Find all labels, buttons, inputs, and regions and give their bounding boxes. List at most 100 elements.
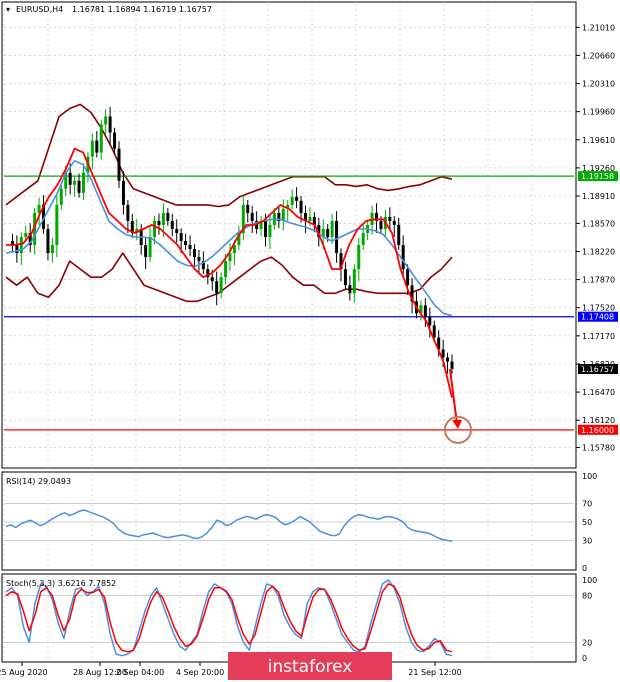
candle-body (312, 216, 316, 225)
candle-body (201, 261, 205, 270)
candle-body (10, 241, 14, 246)
candle-body (352, 269, 356, 294)
ohlc-label: 1.16781 1.16894 1.16719 1.16757 (72, 5, 212, 14)
candle-body (161, 212, 165, 225)
candle-body (361, 232, 365, 246)
rsi-tick-label: 50 (582, 518, 592, 527)
price-level-label: 1.16757 (581, 365, 614, 374)
price-tick-label: 1.16120 (582, 416, 615, 425)
rsi-panel-frame (1, 471, 577, 571)
candle-body (135, 228, 139, 233)
candle-body (210, 277, 214, 282)
candle-body (113, 132, 117, 149)
candle-body (148, 237, 152, 258)
candle-body (450, 361, 454, 369)
candle-body (343, 269, 347, 286)
candle-body (237, 232, 241, 246)
candle-body (401, 245, 405, 270)
candle-body (335, 220, 339, 254)
rsi-line (5, 509, 453, 543)
candle-body (246, 204, 250, 213)
candle-body (77, 180, 81, 193)
price-tick-label: 1.15780 (582, 444, 615, 453)
candle-body (179, 232, 183, 242)
stoch-tick-label: 0 (582, 654, 587, 663)
candle-body (290, 196, 294, 205)
candle-body (73, 180, 77, 185)
time-tick-label: 2 Sep 04:00 (116, 668, 164, 677)
candle-body (50, 245, 54, 254)
candle-body (15, 245, 19, 254)
candle-body (286, 204, 290, 209)
price-panel-frame (1, 1, 577, 469)
candle-body (432, 325, 436, 338)
stoch-tick-label: 100 (582, 576, 597, 585)
watermark-banner (228, 652, 392, 680)
candle-body (437, 337, 441, 350)
moving-averages (5, 147, 453, 398)
candle-body (259, 220, 263, 229)
candle-body (419, 305, 423, 314)
candle-body (215, 281, 219, 294)
candle-body (228, 253, 232, 262)
candle-body (241, 204, 245, 233)
band-lower-line (5, 252, 453, 303)
stoch-signal-line (5, 583, 453, 653)
candle-body (153, 220, 157, 238)
candle-body (388, 216, 392, 221)
target-circle (444, 415, 472, 444)
price-level-label: 1.16000 (581, 426, 614, 435)
candle-body (188, 245, 192, 250)
candle-body (24, 232, 28, 238)
candle-body (268, 224, 272, 238)
projection-arrowhead (452, 419, 462, 429)
candle-body (379, 220, 383, 229)
bollinger-bands (5, 103, 453, 303)
candle-body (392, 220, 396, 225)
candle-body (303, 212, 307, 221)
candle-body (108, 116, 112, 133)
candle-body (224, 261, 228, 278)
stoch-label: Stoch(5,3,3) 3.6216 7.7852 (6, 579, 116, 588)
candle-body (232, 245, 236, 254)
time-axis: 25 Aug 2020 28 Aug 12:002 Sep 04:00 4 Sep … (0, 662, 462, 677)
candle-body (95, 140, 99, 153)
candle-body (339, 253, 343, 270)
candle-body (99, 124, 103, 153)
candle-body (441, 349, 445, 358)
candle-body (166, 212, 170, 221)
symbol-label: EURUSD,H4 (16, 5, 63, 14)
candle-body (33, 212, 37, 246)
projection-arrow (444, 368, 472, 444)
price-tick-label: 1.20310 (582, 80, 615, 89)
candle-body (68, 172, 72, 185)
rsi-tick-label: 100 (582, 472, 597, 481)
price-tick-label: 1.19960 (582, 108, 615, 117)
stoch-main-line (5, 579, 453, 657)
price-tick-label: 1.19260 (582, 164, 615, 173)
candle-body (28, 232, 32, 246)
candle-body (428, 317, 432, 326)
price-tick-label: 1.20660 (582, 51, 615, 60)
candle-body (281, 208, 285, 221)
candle-body (121, 180, 125, 205)
price-levels: 1.19158 1.17408 1.16757 1.16000 (4, 171, 618, 435)
candle-body (375, 212, 379, 221)
candle-body (157, 220, 161, 225)
candle-body (117, 148, 121, 181)
dropdown-icon[interactable]: ▾ (6, 5, 10, 14)
rsi-indicator: 100 70 50 30 0 (4, 472, 597, 573)
watermark-text: instaforex (268, 657, 353, 677)
candle-body (126, 204, 130, 221)
stoch-tick-label: 80 (582, 592, 592, 601)
candle-body (348, 285, 352, 294)
price-level-tag (578, 424, 618, 435)
price-tick-label: 1.16470 (582, 388, 615, 397)
candle-body (192, 249, 196, 258)
candle-body (46, 228, 50, 254)
price-level-tag (578, 364, 618, 375)
price-tick-label: 1.18910 (582, 192, 615, 201)
price-tick-label: 1.17170 (582, 332, 615, 341)
candle-body (250, 212, 254, 221)
